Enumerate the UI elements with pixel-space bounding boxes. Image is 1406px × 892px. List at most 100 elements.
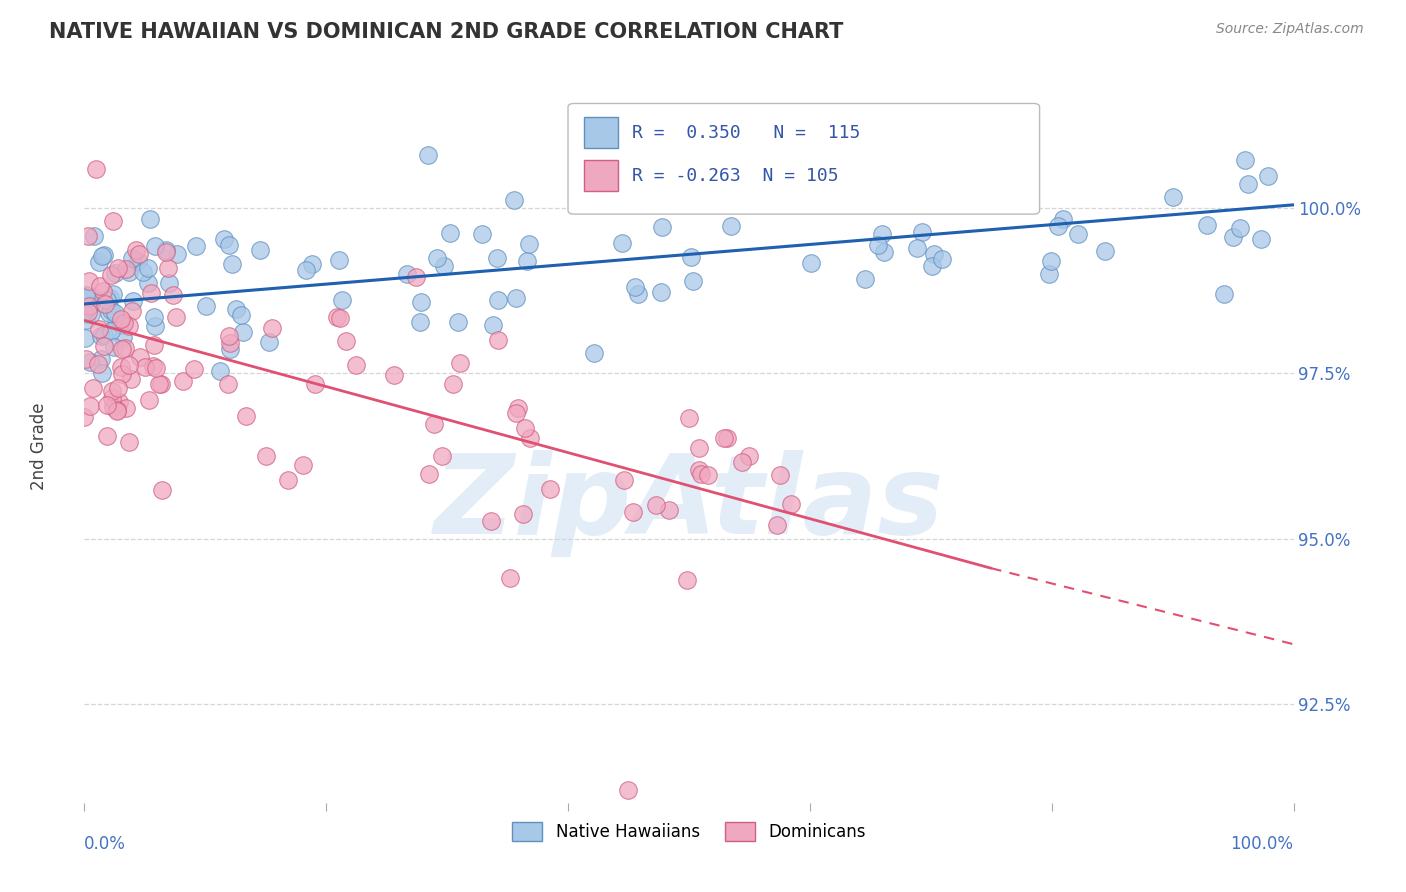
Point [90, 249, 112, 263]
Point [218, 329, 240, 343]
Point [112, 330, 135, 344]
Point [405, 269, 427, 284]
Point [720, 219, 742, 234]
Point [121, 304, 143, 318]
Point [713, 431, 735, 445]
Point [612, 235, 634, 250]
Point [471, 227, 494, 242]
Point [115, 401, 138, 416]
Point [229, 308, 252, 322]
Point [218, 335, 240, 350]
Point [143, 239, 166, 253]
Point [853, 271, 876, 285]
Point [232, 325, 254, 339]
Point [418, 467, 440, 481]
Point [76, 229, 98, 244]
Point [447, 315, 470, 329]
Point [77, 290, 100, 304]
Point [101, 384, 124, 399]
Point [326, 310, 349, 324]
Point [217, 376, 239, 391]
Point [155, 243, 177, 257]
Point [277, 473, 299, 487]
Point [697, 467, 720, 482]
Point [870, 227, 893, 241]
Point [796, 197, 818, 211]
Point [184, 239, 207, 253]
Point [107, 381, 129, 395]
Point [142, 338, 165, 352]
Point [143, 310, 166, 324]
Point [134, 359, 156, 374]
Point [91, 284, 114, 298]
Point [651, 219, 673, 234]
Point [1094, 244, 1116, 258]
Point [328, 252, 350, 267]
Point [112, 316, 135, 330]
Point [80, 307, 103, 321]
Point [105, 403, 128, 417]
Point [617, 782, 640, 797]
Point [79, 355, 101, 369]
Point [107, 261, 129, 276]
Point [103, 340, 125, 354]
Point [136, 260, 159, 275]
Point [304, 376, 326, 391]
Point [498, 571, 520, 585]
Point [118, 318, 141, 333]
Point [1038, 267, 1060, 281]
Point [212, 231, 235, 245]
Point [91, 367, 114, 381]
Point [658, 502, 681, 516]
Point [96, 293, 118, 307]
Point [143, 319, 166, 334]
Point [138, 211, 160, 226]
Point [432, 449, 454, 463]
Point [141, 286, 163, 301]
Point [688, 463, 710, 477]
Point [73, 304, 96, 318]
Point [110, 312, 132, 326]
Point [1066, 227, 1088, 241]
Point [118, 358, 141, 372]
Point [624, 280, 647, 294]
Point [89, 352, 111, 367]
Point [1250, 232, 1272, 246]
Point [122, 294, 145, 309]
Point [100, 268, 122, 282]
Point [505, 291, 527, 305]
Point [513, 421, 536, 435]
Point [90, 329, 112, 343]
Point [249, 243, 271, 257]
Point [1213, 287, 1236, 301]
Point [83, 229, 105, 244]
Text: 2nd Grade: 2nd Grade [30, 402, 48, 490]
Point [101, 391, 124, 405]
Point [505, 406, 527, 420]
Point [225, 301, 247, 316]
Point [93, 339, 115, 353]
Point [155, 244, 177, 259]
Text: NATIVE HAWAIIAN VS DOMINICAN 2ND GRADE CORRELATION CHART: NATIVE HAWAIIAN VS DOMINICAN 2ND GRADE C… [49, 22, 844, 42]
Point [678, 411, 700, 425]
Point [737, 449, 759, 463]
Point [75, 330, 97, 344]
Point [77, 299, 100, 313]
Point [87, 322, 110, 336]
Point [77, 305, 100, 319]
Point [103, 287, 125, 301]
Text: Source: ZipAtlas.com: Source: ZipAtlas.com [1216, 22, 1364, 37]
Point [86, 161, 108, 176]
Point [769, 468, 792, 483]
Point [931, 252, 953, 266]
Point [128, 351, 150, 365]
Point [100, 324, 122, 338]
FancyBboxPatch shape [568, 103, 1039, 214]
Point [108, 395, 131, 409]
Point [731, 455, 754, 469]
Point [110, 342, 132, 356]
Point [96, 429, 118, 443]
Point [486, 252, 509, 266]
Point [118, 265, 141, 279]
Point [93, 248, 115, 262]
